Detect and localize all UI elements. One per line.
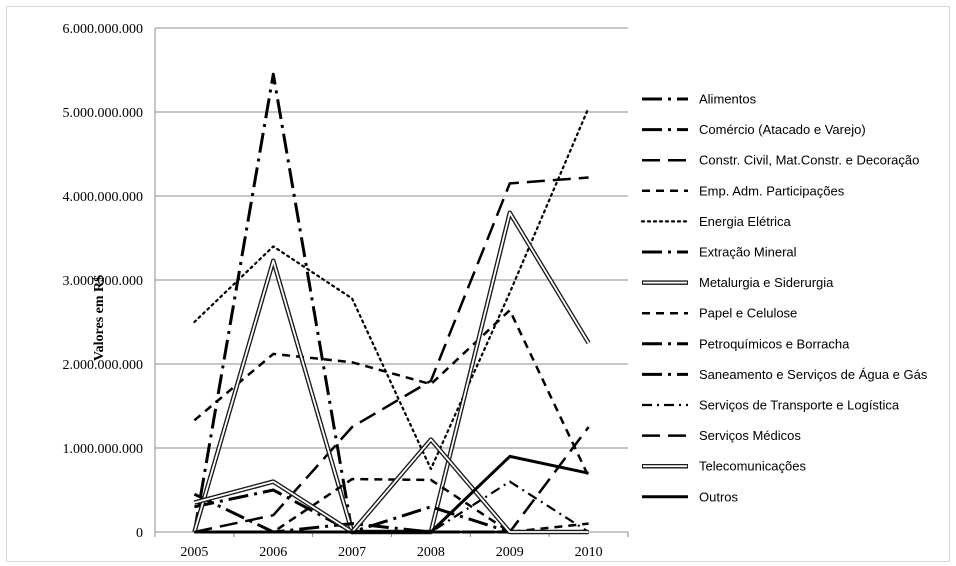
y-axis-label: Valores em R$ [92,275,107,361]
x-tick-labels: 2005 2006 2007 2008 2009 2010 [180,545,602,560]
x-tick-label: 2009 [496,545,524,560]
legend: Alimentos Comércio (Atacado e Varejo) Cons… [640,92,928,504]
series-line-path [194,454,589,534]
chart-frame [6,6,950,562]
legend-entry: Alimentos [642,92,757,107]
axes [154,28,629,537]
legend-label: Metalurgia e Siderurgia [699,275,834,290]
series-line-inner [194,438,589,533]
legend-entry: Papel e Celulose [642,306,797,321]
legend-label: Saneamento e Serviços de Água e Gás [699,367,928,382]
legend-entry: Comércio (Atacado e Varejo) [642,122,866,137]
legend-entry: Extração Mineral [642,245,797,260]
legend-entry: Constr. Civil, Mat.Constr. e Decoração [642,153,919,168]
legend-entry: Emp. Adm. Participações [642,183,845,198]
legend-label: Outros [699,489,739,504]
y-tick-label: 2.000.000.000 [63,358,144,373]
series-line-path [193,308,590,478]
legend-entry: Serviços de Transporte e Logística [642,398,900,413]
x-tick-label: 2005 [180,545,208,560]
series-line-0 [193,492,589,534]
y-tick-labels: 0 1.000.000.000 2.000.000.000 3.000.000.000… [63,22,144,541]
series-line-path [194,488,589,534]
legend-label: Papel e Celulose [699,306,797,321]
legend-label: Extração Mineral [699,245,797,260]
legend-entry: Serviços Médicos [642,428,801,443]
gridlines [155,27,628,449]
series-line-path [194,176,589,534]
legend-label: Emp. Adm. Participações [699,183,845,198]
y-tick-label: 4.000.000.000 [63,190,144,205]
legend-entry: Saneamento e Serviços de Água e Gás [642,367,928,382]
series-line-2 [194,176,589,534]
legend-entry: Energia Elétrica [640,214,792,229]
series-line-1 [194,488,589,534]
legend-label: Telecomunicações [699,459,806,474]
y-tick-label: 6.000.000.000 [63,22,144,37]
legend-label: Comércio (Atacado e Varejo) [699,122,866,137]
x-tick-label: 2006 [259,545,287,560]
series-line-path [192,72,589,534]
y-tick-label: 0 [136,526,143,541]
y-tick-label: 3.000.000.000 [63,274,144,289]
series-line-12 [193,437,589,535]
series-line-path [194,480,590,534]
series-line-path [193,106,590,471]
series-line-3 [193,308,590,478]
legend-entry: Telecomunicações [642,459,806,474]
series-line-7 [194,477,589,534]
legend-label: Constr. Civil, Mat.Constr. e Decoração [699,153,919,168]
x-tick-label: 2008 [417,545,445,560]
legend-label: Serviços Médicos [699,428,801,443]
series-line-10 [194,480,590,534]
y-tick-label: 1.000.000.000 [63,442,144,457]
x-tick-label: 2007 [338,545,366,560]
legend-label: Serviços de Transporte e Logística [699,398,900,413]
legend-entry: Petroquímicos e Borracha [642,336,850,351]
y-tick-label: 5.000.000.000 [63,106,144,121]
legend-label: Petroquímicos e Borracha [699,336,850,351]
series-line-4 [193,106,590,471]
legend-label: Energia Elétrica [699,214,792,229]
series-line-path [194,477,589,534]
legend-entry: Outros [642,489,739,504]
series-line-5 [192,72,589,534]
legend-entry: Metalurgia e Siderurgia [642,275,834,290]
legend-label: Alimentos [699,92,757,107]
x-tick-label: 2010 [575,545,603,560]
series-line-13 [194,454,589,534]
series-line-path [193,492,589,534]
series-lines [192,72,591,535]
